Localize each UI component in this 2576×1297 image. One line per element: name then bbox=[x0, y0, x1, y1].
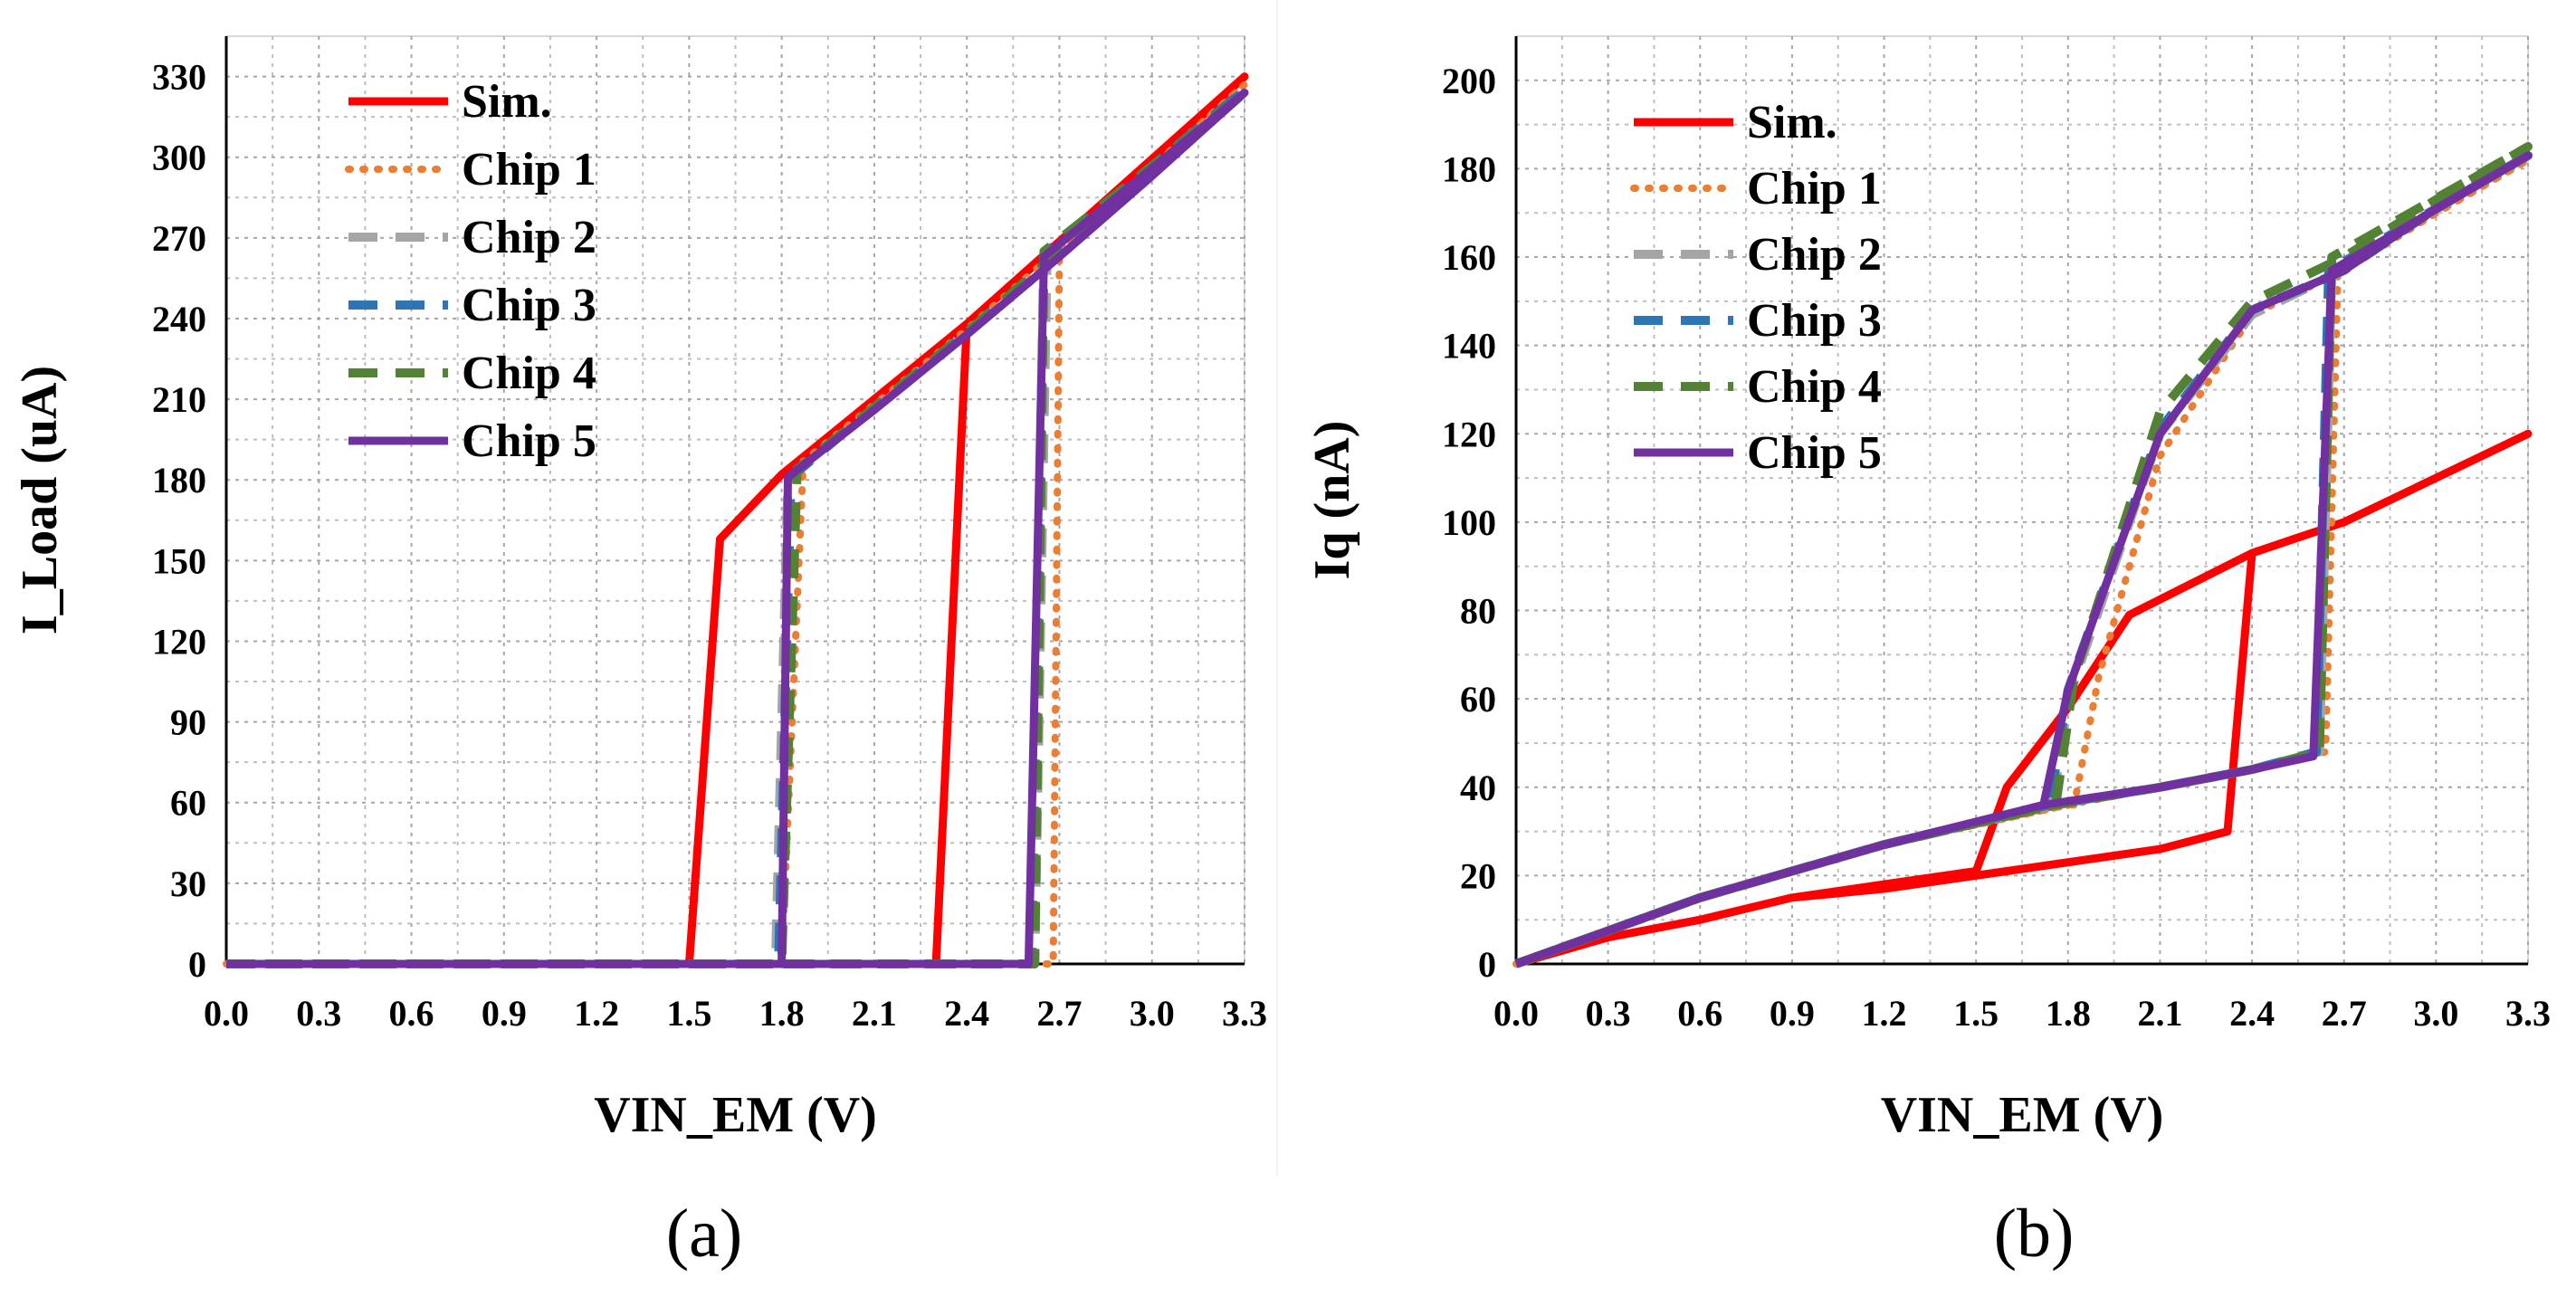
chart-0-y-tick-label: 180 bbox=[152, 460, 206, 501]
chart-1-y-tick-label: 160 bbox=[1442, 237, 1496, 278]
chart-0: 0.0 0.3 0.6 0.9 1.2 1.5 1.8 2.1 2.4 2.7 3.0 3.3 0 30 6… bbox=[12, 35, 1267, 1272]
chart-0-y-tick-label: 210 bbox=[152, 379, 206, 420]
chart-0-y-tick-label: 300 bbox=[152, 138, 206, 178]
chart-1-y-tick-label: 80 bbox=[1460, 591, 1496, 632]
chart-0-legend-label: Sim. bbox=[462, 76, 552, 128]
chart-0-x-tick-label: 1.2 bbox=[574, 993, 619, 1034]
chart-0-x-tick-label: 0.3 bbox=[296, 993, 341, 1034]
chart-1: 0.0 0.3 0.6 0.9 1.2 1.5 1.8 2.1 2.4 2.7 3.0 3.3 0 20 4… bbox=[1304, 35, 2551, 1272]
chart-1-y-tick-label: 40 bbox=[1460, 768, 1496, 808]
chart-0-legend-label: Chip 1 bbox=[462, 144, 596, 196]
chart-0-x-tick-label: 2.7 bbox=[1036, 993, 1082, 1034]
chart-0-series-sim bbox=[226, 72, 1249, 968]
chart-1-x-tick-label: 3.0 bbox=[2413, 993, 2458, 1034]
chart-0-y-axis-label: I_Load (uA) bbox=[12, 366, 68, 634]
chart-1-legend-label: Chip 1 bbox=[1747, 163, 1882, 215]
chart-0-legend-label: Chip 3 bbox=[462, 280, 596, 331]
chart-0-x-tick-label: 3.3 bbox=[1222, 993, 1267, 1034]
chart-0-x-axis-label: VIN_EM (V) bbox=[594, 1087, 877, 1143]
chart-1-x-axis-label: VIN_EM (V) bbox=[1881, 1087, 2164, 1143]
chart-0-x-tick-label: 1.5 bbox=[666, 993, 711, 1034]
chart-0-x-tick-label: 3.0 bbox=[1130, 993, 1175, 1034]
chart-1-x-tick-label: 2.7 bbox=[2322, 993, 2367, 1034]
chart-1-y-tick-label: 140 bbox=[1442, 326, 1496, 367]
chart-1-x-tick-label: 1.8 bbox=[2046, 993, 2091, 1034]
chart-0-legend: Sim. Chip 1 Chip 2 Chip 3 Chip 4 Chip 5 bbox=[345, 76, 596, 467]
chart-1-y-tick-label: 180 bbox=[1442, 148, 1496, 189]
chart-1-legend-label: Chip 3 bbox=[1747, 295, 1882, 347]
chart-1-legend-label: Sim. bbox=[1747, 97, 1837, 148]
chart-0-y-tick-label: 60 bbox=[170, 783, 206, 824]
chart-0-y-tick-label: 90 bbox=[170, 702, 206, 743]
panel-divider bbox=[1276, 0, 1278, 1177]
chart-0-panel-caption: (a) bbox=[666, 1196, 742, 1272]
chart-0-x-tick-label: 0.6 bbox=[389, 993, 434, 1034]
chart-0-y-tick-label: 330 bbox=[152, 57, 206, 98]
chart-1-legend-label: Chip 4 bbox=[1747, 361, 1882, 413]
chart-1-x-tick-label: 0.0 bbox=[1493, 993, 1539, 1034]
chart-0-y-tick-label: 270 bbox=[152, 218, 206, 259]
chart-1-y-tick-label: 200 bbox=[1442, 61, 1496, 101]
chart-0-x-tick-label: 0.9 bbox=[482, 993, 527, 1034]
chart-0-x-tick-label: 1.8 bbox=[759, 993, 805, 1034]
chart-1-x-tick-label: 3.3 bbox=[2505, 993, 2551, 1034]
chart-1-y-tick-label: 20 bbox=[1460, 855, 1496, 896]
chart-1-y-tick-label: 0 bbox=[1478, 944, 1496, 985]
chart-1-series-sim bbox=[1514, 429, 2533, 968]
chart-1-y-tick-label: 120 bbox=[1442, 414, 1496, 454]
chart-1-legend-label: Chip 5 bbox=[1747, 427, 1882, 479]
chart-1-x-tick-label: 0.9 bbox=[1770, 993, 1815, 1034]
chart-1-panel-caption: (b) bbox=[1994, 1196, 2075, 1272]
chart-0-x-tick-label: 2.1 bbox=[852, 993, 897, 1034]
chart-0-y-tick-label: 150 bbox=[152, 540, 206, 581]
chart-1-x-tick-label: 2.4 bbox=[2229, 993, 2275, 1034]
chart-0-x-tick-label: 2.4 bbox=[944, 993, 989, 1034]
chart-1-x-tick-label: 0.3 bbox=[1586, 993, 1631, 1034]
chart-1-series-chip-5 bbox=[1514, 151, 2533, 968]
chart-1-legend: Sim. Chip 1 Chip 2 Chip 3 Chip 4 Chip 5 bbox=[1630, 97, 1882, 479]
chart-1-legend-label: Chip 2 bbox=[1747, 229, 1882, 281]
chart-0-series-chip-5 bbox=[226, 88, 1249, 968]
chart-1-x-tick-label: 1.5 bbox=[1953, 993, 1999, 1034]
chart-1-y-tick-label: 100 bbox=[1442, 502, 1496, 543]
chart-0-legend-label: Chip 4 bbox=[462, 348, 596, 399]
chart-0-y-tick-label: 120 bbox=[152, 621, 206, 662]
chart-0-legend-label: Chip 5 bbox=[462, 415, 596, 467]
chart-0-x-tick-label: 0.0 bbox=[204, 993, 249, 1034]
chart-1-x-tick-label: 2.1 bbox=[2137, 993, 2182, 1034]
chart-1-x-tick-label: 1.2 bbox=[1862, 993, 1907, 1034]
chart-0-y-tick-label: 30 bbox=[170, 863, 206, 904]
chart-0-y-tick-label: 0 bbox=[188, 944, 206, 985]
chart-1-y-axis-label: Iq (nA) bbox=[1304, 421, 1360, 580]
chart-1-x-tick-label: 0.6 bbox=[1677, 993, 1722, 1034]
chart-0-y-tick-label: 240 bbox=[152, 299, 206, 339]
chart-0-legend-label: Chip 2 bbox=[462, 212, 596, 263]
chart-1-y-tick-label: 60 bbox=[1460, 679, 1496, 720]
